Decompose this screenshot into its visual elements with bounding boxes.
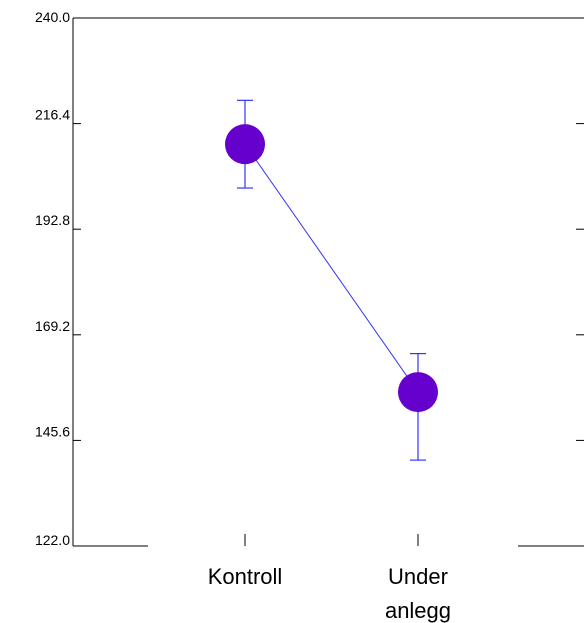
y-tick-label: 240.0 — [35, 9, 70, 25]
data-point — [398, 372, 438, 413]
y-tick-label: 169.2 — [35, 318, 70, 334]
y-axis-ticks: 240.0 216.4 192.8 169.2 145.6 122.0 — [35, 9, 584, 548]
x-tick-label: Kontroll — [208, 564, 283, 589]
y-tick-label: 122.0 — [35, 532, 70, 548]
chart-axes — [72, 17, 584, 547]
x-axis-ticks: Kontroll Under anlegg — [208, 534, 451, 623]
x-tick-label: Under anlegg — [385, 564, 451, 623]
y-tick-label: 192.8 — [35, 212, 70, 228]
data-point — [225, 124, 265, 165]
y-tick-label: 216.4 — [35, 107, 70, 123]
y-tick-label: 145.6 — [35, 423, 70, 439]
series-line — [244, 143, 419, 393]
chart-series — [225, 99, 438, 461]
